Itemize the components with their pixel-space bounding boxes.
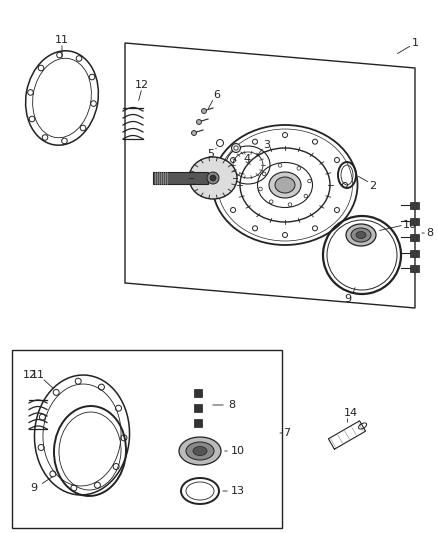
Circle shape — [234, 146, 238, 150]
Ellipse shape — [186, 442, 214, 460]
Ellipse shape — [275, 177, 295, 193]
Ellipse shape — [189, 157, 237, 199]
Bar — [410, 217, 419, 224]
Circle shape — [207, 172, 219, 184]
Bar — [410, 249, 419, 256]
Ellipse shape — [179, 437, 221, 465]
Text: 13: 13 — [231, 486, 245, 496]
Text: 12: 12 — [23, 370, 37, 380]
Ellipse shape — [356, 231, 366, 238]
Bar — [12, 350, 282, 528]
Text: 10: 10 — [231, 446, 245, 456]
Bar — [153, 172, 208, 184]
Text: 12: 12 — [135, 80, 149, 90]
Circle shape — [210, 175, 216, 181]
Text: 9: 9 — [30, 483, 38, 493]
Text: 2: 2 — [369, 181, 377, 191]
Text: 11: 11 — [31, 370, 45, 380]
Bar — [194, 404, 202, 412]
Ellipse shape — [346, 224, 376, 246]
Ellipse shape — [193, 447, 207, 456]
Bar — [410, 201, 419, 208]
Circle shape — [201, 109, 206, 114]
Text: 10: 10 — [403, 220, 417, 230]
Text: 5: 5 — [208, 149, 215, 159]
Text: 1: 1 — [411, 38, 418, 48]
Ellipse shape — [269, 172, 301, 198]
Text: 11: 11 — [55, 35, 69, 45]
Text: 4: 4 — [244, 154, 251, 164]
Circle shape — [232, 143, 240, 152]
Circle shape — [197, 119, 201, 125]
Bar — [194, 419, 202, 427]
Text: 14: 14 — [344, 408, 358, 418]
Ellipse shape — [351, 228, 371, 242]
Circle shape — [191, 131, 197, 135]
Text: 6: 6 — [213, 90, 220, 100]
Bar — [410, 264, 419, 271]
Text: 7: 7 — [283, 428, 290, 438]
Text: 8: 8 — [427, 228, 434, 238]
Text: 8: 8 — [229, 400, 236, 410]
Text: 3: 3 — [264, 140, 271, 150]
Bar — [194, 389, 202, 397]
Bar — [410, 233, 419, 240]
Text: 9: 9 — [344, 294, 352, 304]
